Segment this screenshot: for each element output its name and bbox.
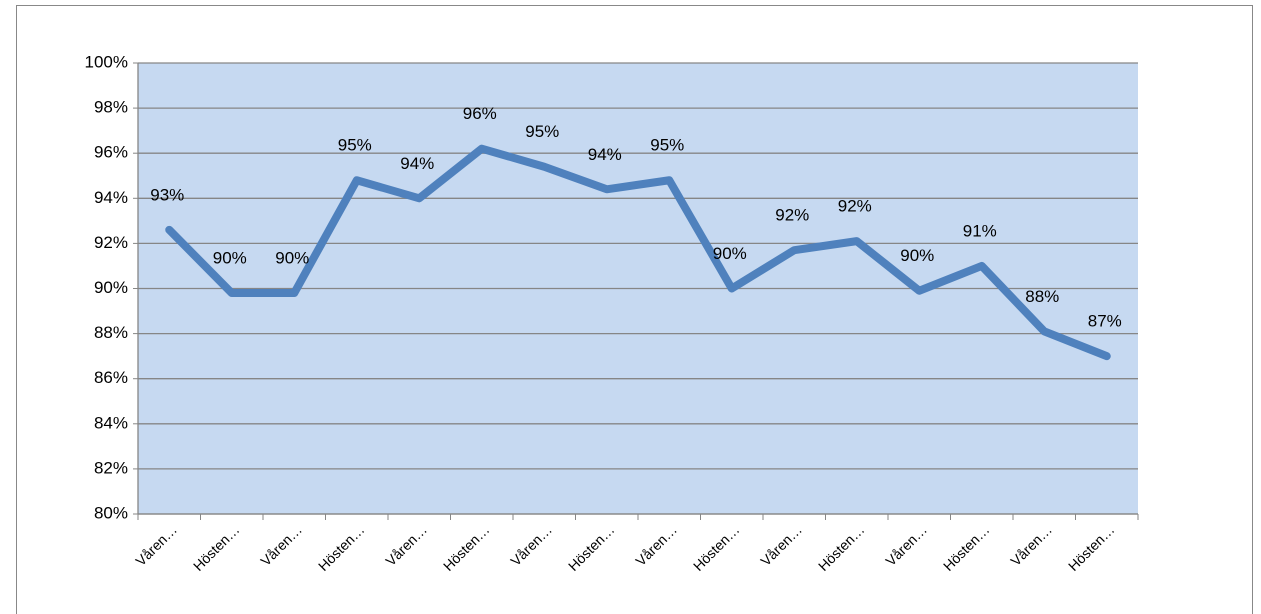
y-tick-label: 80%: [94, 503, 128, 522]
data-label: 95%: [650, 136, 684, 155]
y-tick-label: 90%: [94, 278, 128, 297]
y-tick-label: 92%: [94, 233, 128, 252]
data-label: 95%: [525, 122, 559, 141]
data-label: 91%: [963, 221, 997, 240]
data-label: 90%: [275, 248, 309, 267]
data-label: 87%: [1088, 312, 1122, 331]
data-label: 92%: [838, 197, 872, 216]
data-line: [165, 144, 1111, 361]
data-label: 96%: [463, 104, 497, 123]
data-label: 93%: [150, 185, 184, 204]
data-label: 90%: [213, 248, 247, 267]
y-tick-label: 94%: [94, 188, 128, 207]
data-label: 94%: [588, 145, 622, 164]
y-tick-label: 86%: [94, 368, 128, 387]
data-label: 94%: [400, 154, 434, 173]
y-tick-label: 100%: [85, 52, 128, 71]
data-label: 88%: [1025, 287, 1059, 306]
y-tick-label: 84%: [94, 413, 128, 432]
data-label: 92%: [775, 206, 809, 225]
data-label: 90%: [713, 244, 747, 263]
y-tick-label: 98%: [94, 98, 128, 117]
y-tick-label: 82%: [94, 458, 128, 477]
y-tick-label: 88%: [94, 323, 128, 342]
data-label: 95%: [338, 136, 372, 155]
data-label: 90%: [900, 246, 934, 265]
y-tick-label: 96%: [94, 143, 128, 162]
